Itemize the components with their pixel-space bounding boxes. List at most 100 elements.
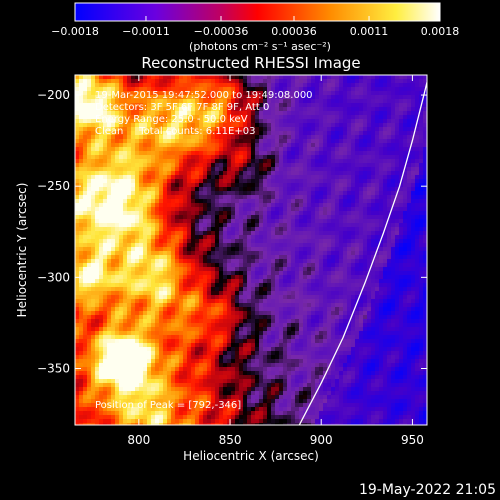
- heatmap-cell: [147, 211, 152, 216]
- heatmap-cell: [107, 255, 112, 260]
- heatmap-cell: [303, 159, 308, 164]
- heatmap-cell: [163, 299, 168, 304]
- heatmap-cell: [175, 259, 180, 264]
- heatmap-cell: [379, 255, 384, 260]
- heatmap-cell: [111, 171, 116, 176]
- heatmap-cell: [275, 183, 280, 188]
- heatmap-cell: [423, 243, 427, 248]
- heatmap-cell: [411, 179, 416, 184]
- heatmap-cell: [267, 299, 272, 304]
- heatmap-cell: [279, 187, 284, 192]
- heatmap-cell: [259, 235, 264, 240]
- heatmap-cell: [95, 223, 100, 228]
- heatmap-cell: [363, 79, 368, 84]
- heatmap-cell: [383, 295, 388, 300]
- heatmap-cell: [171, 159, 176, 164]
- heatmap-cell: [347, 271, 352, 276]
- heatmap-cell: [327, 291, 332, 296]
- heatmap-cell: [347, 243, 352, 248]
- heatmap-cell: [395, 159, 400, 164]
- heatmap-cell: [91, 167, 96, 172]
- heatmap-cell: [347, 235, 352, 240]
- heatmap-cell: [99, 271, 104, 276]
- heatmap-cell: [163, 191, 168, 196]
- heatmap-cell: [227, 179, 232, 184]
- heatmap-cell: [83, 147, 88, 152]
- heatmap-cell: [283, 187, 288, 192]
- heatmap-cell: [147, 223, 152, 228]
- heatmap-cell: [291, 207, 296, 212]
- heatmap-cell: [319, 155, 324, 160]
- heatmap-cell: [147, 239, 152, 244]
- heatmap-cell: [155, 215, 160, 220]
- heatmap-cell: [123, 131, 128, 136]
- heatmap-cell: [351, 239, 356, 244]
- heatmap-cell: [119, 167, 124, 172]
- heatmap-cell: [239, 195, 244, 200]
- heatmap-cell: [171, 187, 176, 192]
- heatmap-cell: [195, 259, 200, 264]
- heatmap-cell: [219, 251, 224, 256]
- heatmap-cell: [335, 271, 340, 276]
- heatmap-cell: [399, 91, 404, 96]
- heatmap-cell: [287, 235, 292, 240]
- heatmap-cell: [175, 111, 180, 116]
- heatmap-cell: [359, 79, 364, 84]
- heatmap-cell: [379, 107, 384, 112]
- heatmap-cell: [251, 175, 256, 180]
- heatmap-cell: [107, 219, 112, 224]
- heatmap-cell: [131, 199, 136, 204]
- heatmap-cell: [107, 251, 112, 256]
- heatmap-cell: [407, 95, 412, 100]
- heatmap-cell: [171, 127, 176, 132]
- heatmap-cell: [263, 231, 268, 236]
- heatmap-cell: [171, 259, 176, 264]
- heatmap-cell: [103, 219, 108, 224]
- heatmap-cell: [175, 79, 180, 84]
- heatmap-cell: [115, 187, 120, 192]
- heatmap-cell: [107, 243, 112, 248]
- heatmap-cell: [367, 179, 372, 184]
- heatmap-cell: [315, 267, 320, 272]
- heatmap-cell: [239, 295, 244, 300]
- heatmap-cell: [191, 299, 196, 304]
- heatmap-cell: [219, 159, 224, 164]
- heatmap-cell: [199, 287, 204, 292]
- heatmap-cell: [179, 131, 184, 136]
- heatmap-cell: [99, 231, 104, 236]
- heatmap-cell: [155, 79, 160, 84]
- heatmap-cell: [131, 171, 136, 176]
- heatmap-cell: [199, 151, 204, 156]
- heatmap-cell: [243, 135, 248, 140]
- heatmap-cell: [215, 111, 220, 116]
- heatmap-cell: [251, 87, 256, 92]
- heatmap-cell: [331, 203, 336, 208]
- heatmap-cell: [171, 179, 176, 184]
- heatmap-cell: [219, 123, 224, 128]
- heatmap-cell: [391, 259, 396, 264]
- heatmap-cell: [227, 99, 232, 104]
- heatmap-cell: [227, 271, 232, 276]
- heatmap-cell: [199, 243, 204, 248]
- heatmap-cell: [247, 231, 252, 236]
- heatmap-cell: [227, 79, 232, 84]
- heatmap-cell: [375, 283, 380, 288]
- heatmap-cell: [375, 239, 380, 244]
- heatmap-cell: [167, 195, 172, 200]
- heatmap-cell: [327, 83, 332, 88]
- heatmap-cell: [335, 279, 340, 284]
- heatmap-cell: [255, 207, 260, 212]
- heatmap-cell: [227, 259, 232, 264]
- heatmap-cell: [131, 291, 136, 296]
- heatmap-cell: [387, 167, 392, 172]
- heatmap-cell: [159, 183, 164, 188]
- heatmap-cell: [91, 299, 96, 304]
- heatmap-cell: [399, 195, 404, 200]
- heatmap-cell: [239, 91, 244, 96]
- heatmap-cell: [175, 95, 180, 100]
- heatmap-cell: [291, 187, 296, 192]
- heatmap-cell: [391, 279, 396, 284]
- heatmap-cell: [371, 243, 376, 248]
- heatmap-cell: [387, 255, 392, 260]
- heatmap-cell: [143, 263, 148, 268]
